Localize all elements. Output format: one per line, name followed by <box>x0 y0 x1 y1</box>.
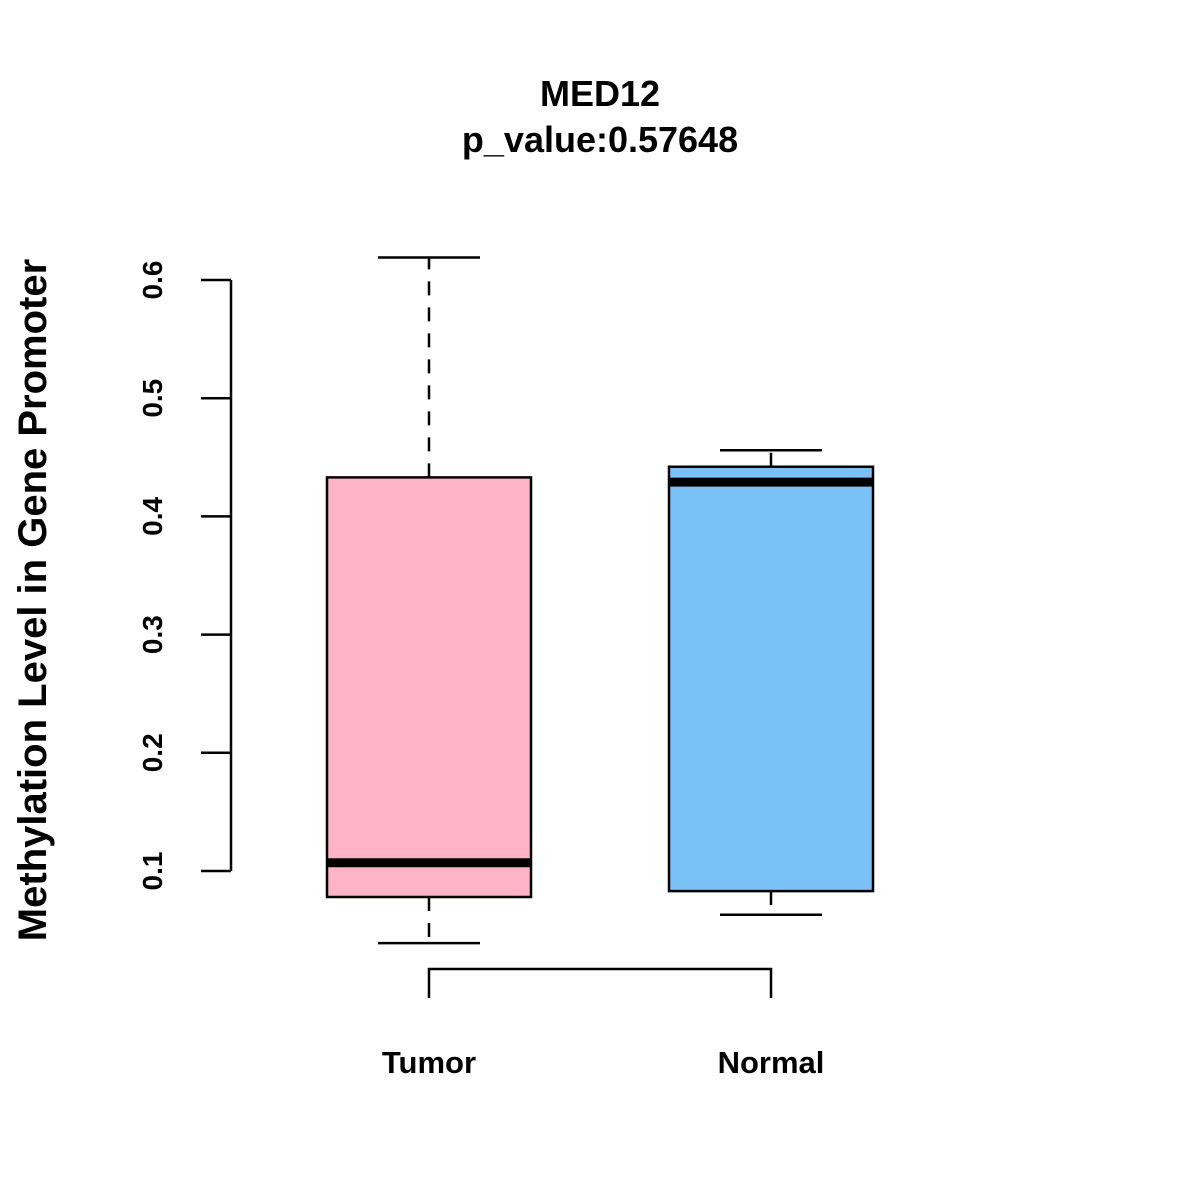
y-tick-label: 0.3 <box>137 615 168 654</box>
y-tick-label: 0.2 <box>137 733 168 772</box>
y-axis-label: Methylation Level in Gene Promoter <box>11 259 55 941</box>
bracket-line <box>427 967 773 998</box>
box-tumor <box>325 256 533 945</box>
y-tick-label: 0.5 <box>137 379 168 418</box>
box-rect <box>325 476 533 899</box>
box-rect <box>667 465 875 893</box>
x-label-tumor: Tumor <box>382 1045 476 1080</box>
box-normal <box>667 448 875 916</box>
y-tick-label: 0.4 <box>137 497 168 536</box>
y-tick-label: 0.6 <box>137 261 168 300</box>
chart-title: MED12 <box>540 73 660 114</box>
chart-subtitle: p_value:0.57648 <box>462 119 738 160</box>
boxes <box>325 256 875 945</box>
x-axis-labels: Tumor Normal <box>382 1045 824 1080</box>
comparison-bracket <box>427 967 773 998</box>
x-label-normal: Normal <box>718 1045 825 1080</box>
y-tick-label: 0.1 <box>137 852 168 891</box>
y-axis: 0.1 0.2 0.3 0.4 0.5 0.6 <box>137 261 233 891</box>
